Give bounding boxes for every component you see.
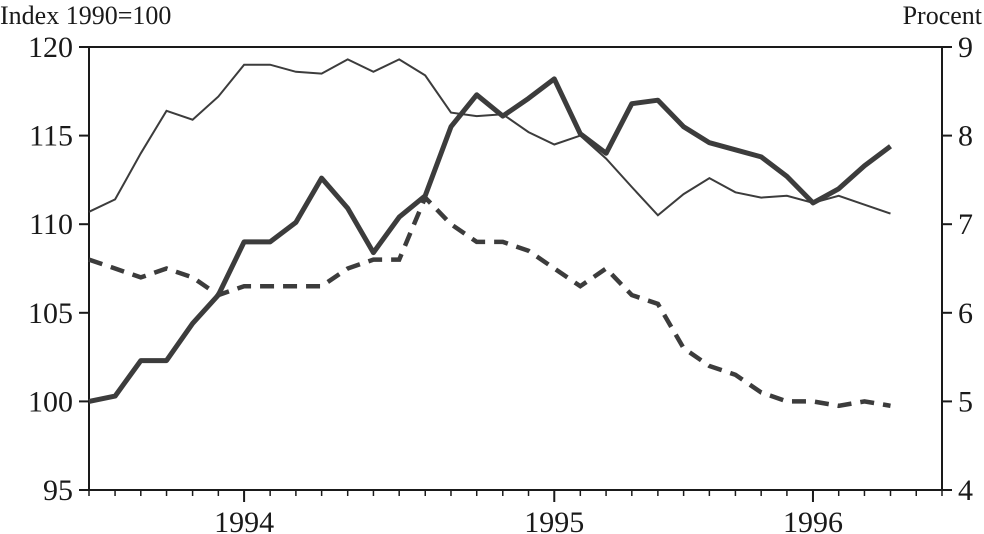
plot-frame (88, 46, 943, 491)
right-ytick-label: 7 (958, 208, 973, 241)
x-tick-label: 1996 (783, 506, 843, 534)
left-ytick-label: 105 (28, 297, 73, 330)
right-axis-title: Procent (903, 1, 983, 30)
right-ytick-label: 8 (958, 120, 973, 153)
right-ytick-label: 4 (958, 474, 973, 507)
series-line-thin (88, 58, 891, 217)
right-ytick-label: 5 (958, 385, 973, 418)
left-ytick-label: 115 (29, 120, 73, 153)
right-ytick-label: 9 (958, 31, 973, 64)
left-ytick-label: 110 (29, 208, 73, 241)
left-ytick-label: 95 (43, 474, 73, 507)
axis-ticks: 95 100 105 110 115 120 4 5 6 7 8 9 1994 1995 1996 (28, 31, 973, 534)
x-tick-label: 1994 (214, 506, 274, 534)
series-line-thick (88, 76, 892, 404)
series-line-dashed (88, 193, 891, 409)
right-ytick-label: 6 (958, 297, 973, 330)
left-ytick-label: 120 (28, 31, 73, 64)
left-axis-title: Index 1990=100 (0, 1, 171, 30)
x-tick-label: 1995 (524, 506, 584, 534)
left-ytick-label: 100 (28, 385, 73, 418)
series-group (88, 58, 892, 409)
